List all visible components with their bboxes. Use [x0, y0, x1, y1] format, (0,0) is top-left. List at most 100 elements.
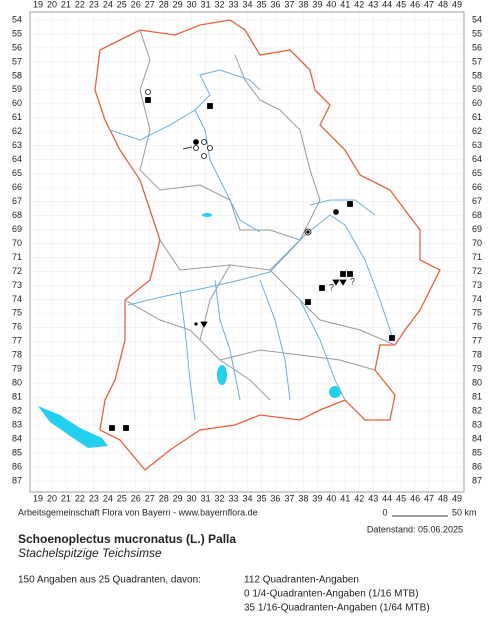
- row-label: 56: [12, 42, 22, 52]
- row-label: 76: [12, 322, 22, 332]
- column-label: 25: [117, 493, 127, 503]
- open-circle: [201, 153, 207, 159]
- row-label: 65: [472, 168, 482, 178]
- row-label: 69: [12, 224, 22, 234]
- column-label: 21: [61, 0, 71, 9]
- uncertain-mark: ?: [329, 282, 334, 292]
- column-label: 32: [215, 493, 225, 503]
- column-label: 31: [201, 0, 211, 9]
- rivers: [109, 69, 393, 421]
- row-label: 74: [12, 294, 22, 304]
- district-border: [199, 264, 271, 401]
- district-borders: [124, 29, 396, 401]
- column-label: 49: [452, 0, 462, 9]
- column-label: 42: [354, 0, 364, 9]
- row-label: 78: [472, 350, 482, 360]
- row-label: 71: [472, 252, 482, 262]
- triangle: [339, 279, 347, 286]
- column-label: 38: [298, 493, 308, 503]
- square: [319, 285, 325, 291]
- column-label: 24: [103, 493, 113, 503]
- column-label: 23: [89, 493, 99, 503]
- row-label: 61: [472, 112, 482, 122]
- row-label: 85: [472, 447, 482, 457]
- column-label: 22: [75, 493, 85, 503]
- row-label: 77: [12, 336, 22, 346]
- row-label: 70: [472, 238, 482, 248]
- district-border: [269, 269, 396, 346]
- lake: [217, 365, 227, 385]
- row-label: 64: [472, 154, 482, 164]
- row-label: 55: [12, 28, 22, 38]
- row-label: 57: [472, 56, 482, 66]
- column-label: 33: [229, 493, 239, 503]
- open-circle: [201, 139, 207, 145]
- column-label: 37: [284, 0, 294, 9]
- open-circle: [145, 89, 151, 95]
- row-label: 82: [12, 406, 22, 416]
- column-label: 42: [354, 493, 364, 503]
- column-label: 22: [75, 0, 85, 9]
- column-label: 19: [33, 493, 43, 503]
- row-label: 55: [472, 28, 482, 38]
- column-label: 37: [284, 493, 294, 503]
- column-label: 40: [326, 0, 336, 9]
- column-label: 46: [410, 0, 420, 9]
- row-label: 64: [12, 154, 22, 164]
- triangle: [200, 321, 208, 328]
- column-label: 47: [424, 0, 434, 9]
- district-border: [124, 299, 201, 341]
- row-label: 54: [472, 14, 482, 24]
- row-label: 79: [12, 364, 22, 374]
- column-label: 30: [187, 0, 197, 9]
- state-border: [94, 19, 441, 471]
- summary: 150 Angaben aus 25 Quadranten, davon:: [18, 575, 201, 586]
- column-label: 45: [396, 493, 406, 503]
- row-label: 59: [472, 84, 482, 94]
- row-label: 81: [12, 392, 22, 402]
- column-label: 25: [117, 0, 127, 9]
- row-label: 69: [472, 224, 482, 234]
- open-circle: [207, 145, 213, 151]
- filled-circle: [333, 209, 339, 215]
- column-label: 39: [312, 0, 322, 9]
- column-label: 23: [89, 0, 99, 9]
- row-label: 80: [12, 378, 22, 388]
- row-label: 78: [12, 350, 22, 360]
- river: [214, 279, 241, 401]
- column-label: 35: [256, 493, 266, 503]
- column-label: 34: [242, 0, 252, 9]
- column-label: 20: [47, 493, 57, 503]
- dot: [194, 322, 198, 326]
- column-label: 46: [410, 493, 420, 503]
- row-label: 87: [472, 475, 482, 485]
- credit: Arbeitsgemeinschaft Flora von Bayern - w…: [18, 507, 258, 517]
- map-frame: [29, 11, 465, 493]
- row-label: 72: [472, 266, 482, 276]
- column-label: 19: [33, 0, 43, 9]
- column-label: 33: [229, 0, 239, 9]
- square: [123, 425, 129, 431]
- row-label: 80: [472, 378, 482, 388]
- square: [207, 103, 213, 109]
- row-label: 62: [472, 126, 482, 136]
- dash: [182, 146, 193, 150]
- row-label: 60: [12, 98, 22, 108]
- column-label: 20: [47, 0, 57, 9]
- scale-end: 50 km: [452, 507, 477, 517]
- column-label: 24: [103, 0, 113, 9]
- square: [389, 335, 395, 341]
- row-label: 65: [12, 168, 22, 178]
- column-label: 38: [298, 0, 308, 9]
- square: [145, 97, 151, 103]
- row-label: 77: [472, 336, 482, 346]
- row-label: 86: [12, 461, 22, 471]
- row-label: 63: [12, 140, 22, 150]
- row-label: 84: [12, 433, 22, 443]
- column-label: 40: [326, 493, 336, 503]
- lake: [202, 213, 212, 217]
- column-label: 32: [215, 0, 225, 9]
- ring-dot: [306, 230, 310, 234]
